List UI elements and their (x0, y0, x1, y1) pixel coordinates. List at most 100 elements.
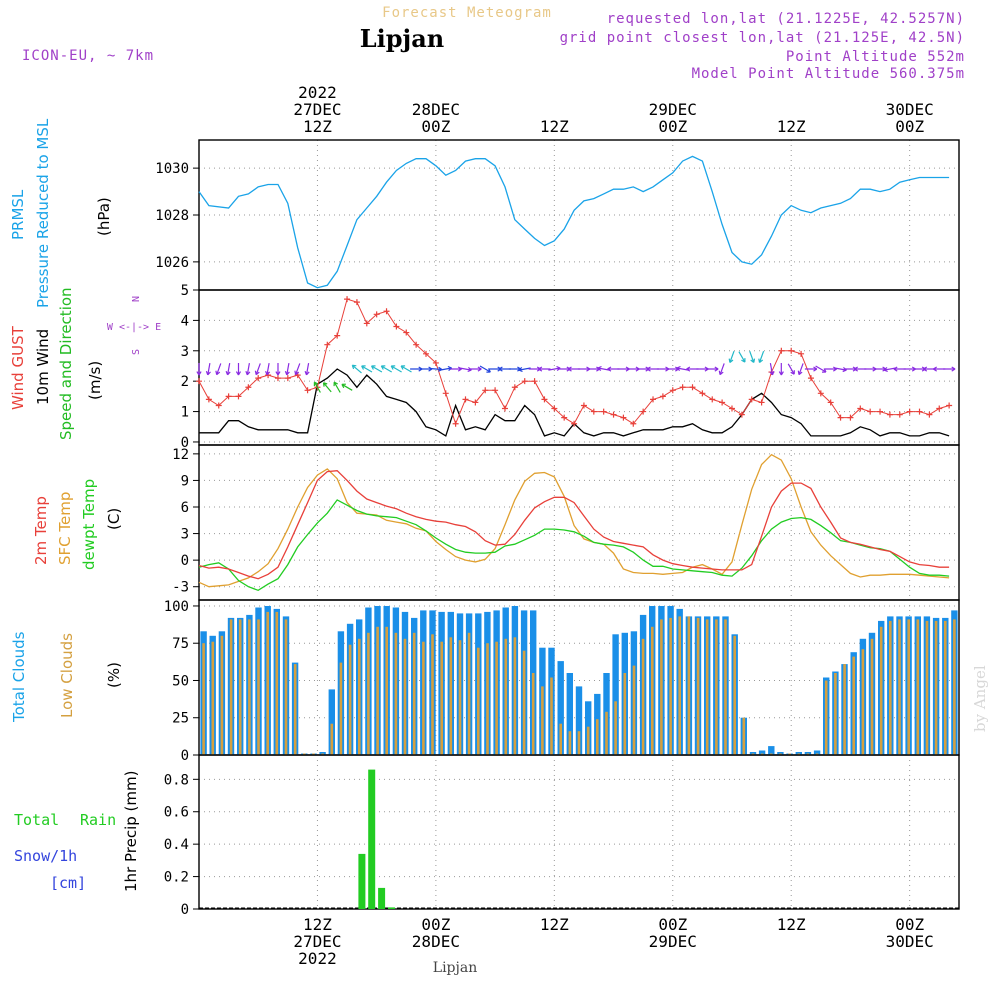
low-cloud-bar (229, 619, 233, 755)
low-cloud-bar (220, 635, 224, 755)
low-cloud-bar (925, 620, 929, 755)
low-cloud-bar (559, 723, 562, 755)
gust-marker (245, 384, 252, 391)
low-cloud-bar (202, 643, 205, 755)
wind-speed-dir-label: Speed and Direction (57, 287, 75, 440)
low-cloud-bar (211, 641, 215, 755)
wind-direction-arrow (275, 363, 281, 376)
low-cloud-bar (412, 632, 416, 755)
wind-direction-arrow (313, 381, 321, 393)
top-time-label: 30DEC (886, 100, 934, 119)
low-cloud-bar (705, 619, 709, 755)
clouds-panel: Total Clouds Low Clouds (%) 0 25 50 75 100 (10, 599, 960, 764)
gust-marker (916, 408, 923, 415)
top-time-label: 12Z (540, 117, 569, 136)
wind-direction-arrow (361, 365, 373, 373)
wind-direction-arrow (676, 365, 689, 372)
wind-direction-arrow (518, 366, 531, 373)
gust-marker (738, 411, 745, 418)
top-time-label: 12Z (777, 117, 806, 136)
temp-sfc-label: SFC Temp (56, 492, 74, 565)
gust-marker (719, 399, 726, 406)
y-tick-label: -3 (172, 580, 189, 596)
wind-direction-arrow (215, 363, 222, 376)
t2m-line (198, 470, 950, 580)
low-cloud-bar (449, 637, 453, 755)
rain-bar (358, 853, 366, 909)
top-time-label: 29DEC (649, 100, 697, 119)
gust-marker (798, 350, 805, 357)
low-cloud-bar (586, 726, 590, 755)
total-cloud-bar (557, 661, 564, 755)
gust-marker (501, 405, 508, 412)
wind-direction-arrow (728, 350, 735, 363)
low-cloud-bar (257, 619, 260, 755)
y-tick-label: 0 (181, 435, 189, 451)
wind-direction-arrow (479, 365, 491, 373)
low-cloud-bar (403, 638, 407, 756)
total-cloud-bar (758, 750, 766, 755)
total-cloud-bar (575, 686, 583, 755)
precip-axis-label: 1hr Precip (mm) (122, 771, 140, 892)
gust-marker (511, 384, 518, 391)
low-cloud-bar (330, 723, 334, 755)
panel-frame (198, 289, 960, 446)
gust-marker (393, 323, 400, 330)
wind-direction-arrow (718, 363, 725, 376)
total-clouds-label: Total Clouds (10, 631, 28, 723)
top-time-label: 2022 (298, 83, 337, 102)
gust-marker (196, 378, 202, 385)
low-cloud-bar (696, 617, 700, 755)
gust-marker (590, 408, 597, 415)
low-cloud-bar (486, 643, 489, 755)
gust-marker (344, 296, 351, 303)
y-tick-label: 25 (172, 711, 189, 727)
gust-marker (936, 405, 943, 412)
y-tick-label: 0.6 (164, 805, 189, 821)
wind-direction-arrow (265, 362, 271, 376)
bottom-time-label: 12Z (540, 915, 569, 934)
wind-direction-arrow (294, 363, 301, 376)
low-cloud-bar (522, 650, 526, 755)
gust-marker (620, 414, 627, 421)
wind-direction-arrow (815, 365, 827, 373)
wind-unit: (m/s) (86, 361, 104, 400)
bottom-time-label: 00Z (895, 915, 924, 934)
precip-total-label: Total (14, 811, 59, 829)
wind-gust-label: Wind GUST (9, 325, 27, 410)
bottom-time-label: 28DEC (412, 932, 460, 951)
low-cloud-bar (541, 686, 544, 755)
wind-direction-arrow (380, 365, 392, 373)
gust-marker (205, 396, 212, 403)
low-cloud-bar (495, 641, 498, 755)
pressure-panel: PRMSL Pressure Reduced to MSL (hPa) 1026… (9, 118, 960, 308)
temperature-panel: 2m Temp SFC Temp dewpt Temp (C) -3 0 3 6 9 12 (32, 444, 960, 601)
wind-direction-arrow (804, 366, 818, 372)
sfc-temp-line (198, 453, 950, 588)
y-tick-label: 0 (181, 748, 189, 764)
low-cloud-bar (358, 638, 361, 756)
bottom-time-label: 00Z (658, 915, 687, 934)
top-time-label: 00Z (895, 117, 924, 136)
y-tick-label: 4 (181, 313, 189, 329)
low-cloud-bar (458, 640, 462, 755)
bottom-time-label: 12Z (303, 915, 332, 934)
gust-marker (758, 399, 765, 406)
model-point-altitude: Model Point Altitude 560.375m (692, 66, 965, 82)
gust-marker (669, 387, 676, 394)
low-cloud-bar (568, 731, 572, 755)
gust-marker (521, 378, 528, 385)
y-tick-label: 0.8 (164, 772, 189, 788)
wind-direction-arrow (205, 362, 211, 376)
low-cloud-bar (266, 611, 269, 755)
low-cloud-bar (385, 626, 388, 755)
pressure-line (198, 155, 950, 289)
y-tick-label: 0 (181, 553, 189, 569)
low-cloud-bar (596, 719, 599, 755)
y-tick-label: 9 (181, 473, 189, 489)
gust-marker (452, 420, 459, 427)
gust-marker (877, 408, 884, 415)
gust-marker (926, 411, 933, 418)
gust-marker (699, 390, 706, 397)
wind-direction-arrow (400, 365, 412, 373)
